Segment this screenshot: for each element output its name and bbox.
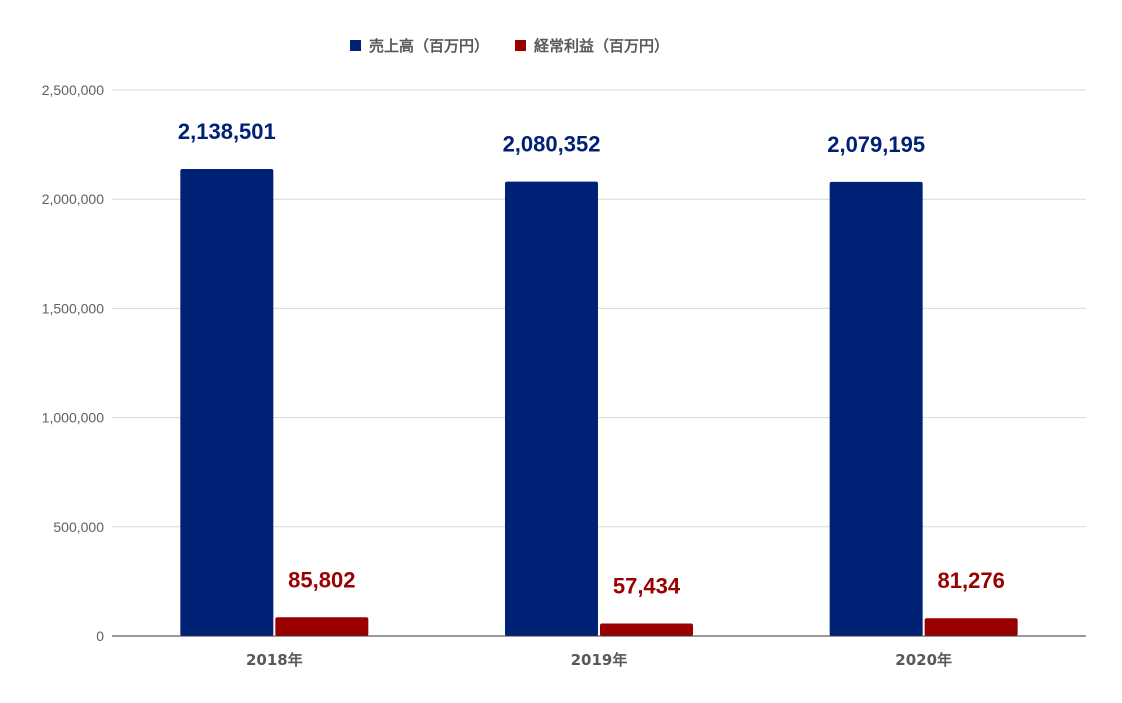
y-tick-label: 1,500,000: [42, 300, 104, 316]
bar-series-1-3: [829, 181, 923, 636]
legend-swatch: [515, 40, 526, 51]
bar-series-1-2: [505, 181, 598, 636]
y-tick-label: 2,000,000: [42, 191, 104, 207]
data-label-series-1-1: 2,138,501: [178, 119, 276, 144]
y-tick-label: 2,500,000: [42, 82, 104, 98]
data-label-series-2-3: 81,276: [938, 568, 1005, 593]
y-tick-label: 1,000,000: [42, 410, 104, 426]
legend-label: 売上高（百万円）: [369, 37, 489, 55]
data-label-series-1-2: 2,080,352: [503, 132, 601, 157]
x-axis: 2018年 2019年 2020年: [112, 635, 1086, 669]
bar-series-1-1: [180, 168, 274, 636]
bar-series-2-2: [600, 623, 693, 636]
x-tick-label: 2018年: [246, 651, 303, 669]
bar-series-2-1: [275, 617, 369, 636]
y-axis: 0 500,000 1,000,000 1,500,000 2,000,000 2,500…: [42, 82, 105, 644]
data-labels: 2,138,501 85,802 2,080,352 57,434 2,079,195 8…: [178, 119, 1005, 599]
legend-item-1: 売上高（百万円）: [350, 37, 489, 55]
x-tick-label: 2020年: [895, 651, 952, 669]
legend-item-2: 経常利益（百万円）: [515, 37, 669, 55]
data-label-series-2-2: 57,434: [613, 573, 681, 598]
legend: 売上高（百万円） 経常利益（百万円）: [350, 37, 669, 55]
bars: [180, 168, 1018, 636]
bar-series-2-3: [924, 618, 1018, 636]
y-tick-label: 500,000: [53, 519, 104, 535]
data-label-series-1-3: 2,079,195: [827, 132, 925, 157]
gridlines: [112, 89, 1086, 528]
legend-label: 経常利益（百万円）: [534, 37, 669, 55]
x-tick-label: 2019年: [571, 651, 628, 669]
data-label-series-2-1: 85,802: [288, 567, 355, 592]
y-tick-label: 0: [96, 628, 104, 644]
legend-swatch: [350, 40, 361, 51]
